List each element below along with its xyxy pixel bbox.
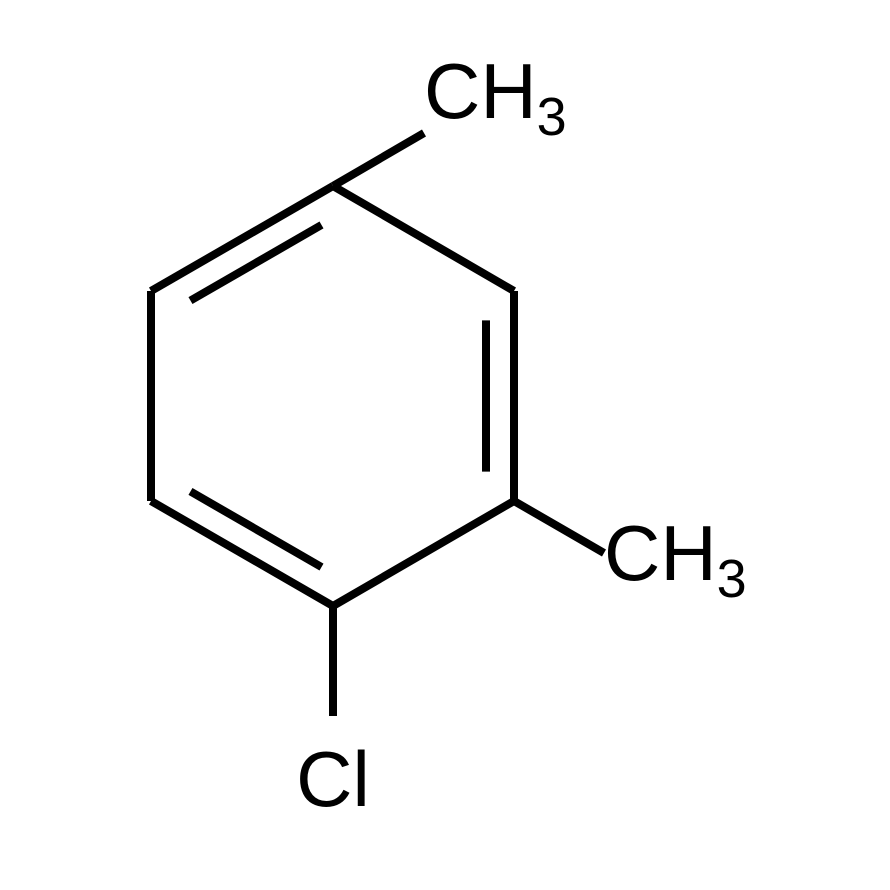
methyl-right-label: CH3 [604,509,747,609]
bonds [151,133,604,716]
methyl-top-label: CH3 [424,47,567,147]
molecule-diagram: CH3 CH3 Cl [0,0,890,890]
atom-labels: CH3 CH3 Cl [296,47,747,823]
chlorine-label: Cl [296,735,370,823]
